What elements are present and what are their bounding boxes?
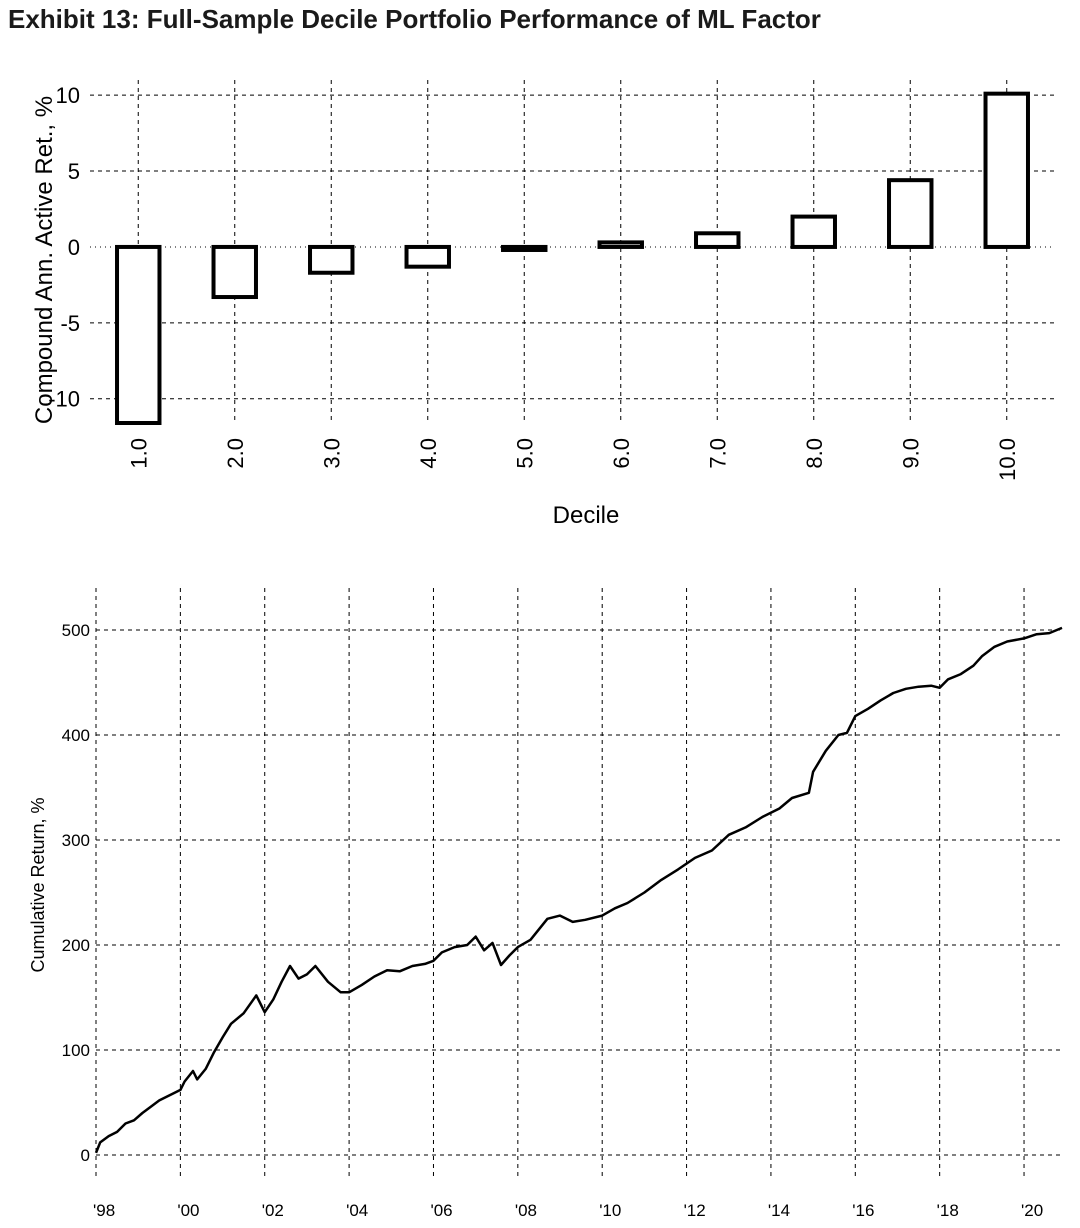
- bar-chart-x-tick-label: 2.0: [223, 438, 248, 469]
- line-chart-x-tick-label: '00: [177, 1201, 199, 1220]
- line-chart-x-tick-label: '12: [684, 1201, 706, 1220]
- line-chart-grid: [95, 588, 1062, 1177]
- line-chart-y-tick-label: 300: [62, 831, 90, 850]
- bar-chart-x-tick-label: 7.0: [705, 438, 730, 469]
- bar-chart-x-tick-label: 6.0: [609, 438, 634, 469]
- line-chart-y-tick-label: 400: [62, 726, 90, 745]
- line-chart-x-tick-label: '06: [430, 1201, 452, 1220]
- bar-decile-7.0: [694, 231, 741, 249]
- line-chart-x-tick-label: '04: [346, 1201, 368, 1220]
- bar-chart-x-axis-label: Decile: [553, 502, 620, 529]
- bar-chart-x-tick-label: 10.0: [995, 438, 1020, 481]
- line-chart-x-tick-label: '98: [93, 1201, 115, 1220]
- line-chart-x-tick-label: '14: [768, 1201, 790, 1220]
- line-chart-y-tick-label: 500: [62, 621, 90, 640]
- bar-chart-y-axis-label: Compound Ann. Active Ret., %: [31, 96, 58, 424]
- bar-decile-5.0: [501, 244, 548, 252]
- bar-decile-4.0: [404, 244, 451, 269]
- bar-decile-2.0: [211, 244, 258, 300]
- line-chart-x-tick-label: '02: [262, 1201, 284, 1220]
- bar-chart-x-tick-label: 8.0: [802, 438, 827, 469]
- bar-chart-x-tick-label: 1.0: [126, 438, 151, 469]
- bar-chart-bars: [115, 91, 1030, 425]
- line-chart-x-tick-label: '10: [599, 1201, 621, 1220]
- line-chart-x-tick-label: '20: [1021, 1201, 1043, 1220]
- bar-chart-y-tick-label: 0: [68, 235, 80, 260]
- bar-chart-x-tick-label: 5.0: [512, 438, 537, 469]
- line-chart-y-tick-label: 0: [81, 1146, 90, 1165]
- line-chart-y-axis-label: Cumulative Return, %: [28, 797, 48, 972]
- bar-chart-y-tick-label: 10: [56, 83, 80, 108]
- line-chart-y-tick-label: 200: [62, 936, 90, 955]
- line-chart-x-tick-label: '18: [937, 1201, 959, 1220]
- cumulative-return-series-line: [94, 626, 1063, 1154]
- bar-chart-x-tick-label: 3.0: [319, 438, 344, 469]
- bar-chart-y-tick-label: -5: [60, 311, 80, 336]
- bar-chart-x-ticks: 1.0 2.0 3.0 4.0 5.0 6.0 7.0 8.0 9.0 10.0: [126, 438, 1020, 481]
- bar-chart-y-tick-label: -10: [48, 387, 80, 412]
- bar-chart-y-tick-label: 5: [68, 159, 80, 184]
- line-chart-x-ticks: '98 '00 '02 '04 '06 '08 '10 '12 '14 '16 '18 '20: [93, 1201, 1043, 1220]
- bar-decile-8.0: [790, 214, 837, 249]
- bar-decile-10.0: [983, 91, 1030, 249]
- bar-chart-x-tick-label: 4.0: [416, 438, 441, 469]
- bar-decile-6.0: [597, 240, 644, 249]
- line-chart-x-tick-label: '08: [515, 1201, 537, 1220]
- bar-decile-3.0: [308, 244, 355, 275]
- bar-chart-y-ticks: 10 5 0 -5 -10: [48, 83, 80, 412]
- bar-decile-9.0: [887, 178, 934, 249]
- decile-bar-chart: 10 5 0 -5 -10 1.0 2.0 3.0 4.0 5.0 6.0 7.0 8.0 9.0 10.…: [31, 80, 1055, 529]
- line-chart-x-tick-label: '16: [852, 1201, 874, 1220]
- line-chart-y-ticks: 0 100 200 300 400 500: [62, 621, 90, 1165]
- page-title: Exhibit 13: Full-Sample Decile Portfolio…: [8, 4, 821, 34]
- bar-chart-x-tick-label: 9.0: [898, 438, 923, 469]
- bar-decile-1.0: [115, 244, 162, 425]
- line-chart-y-tick-label: 100: [62, 1041, 90, 1060]
